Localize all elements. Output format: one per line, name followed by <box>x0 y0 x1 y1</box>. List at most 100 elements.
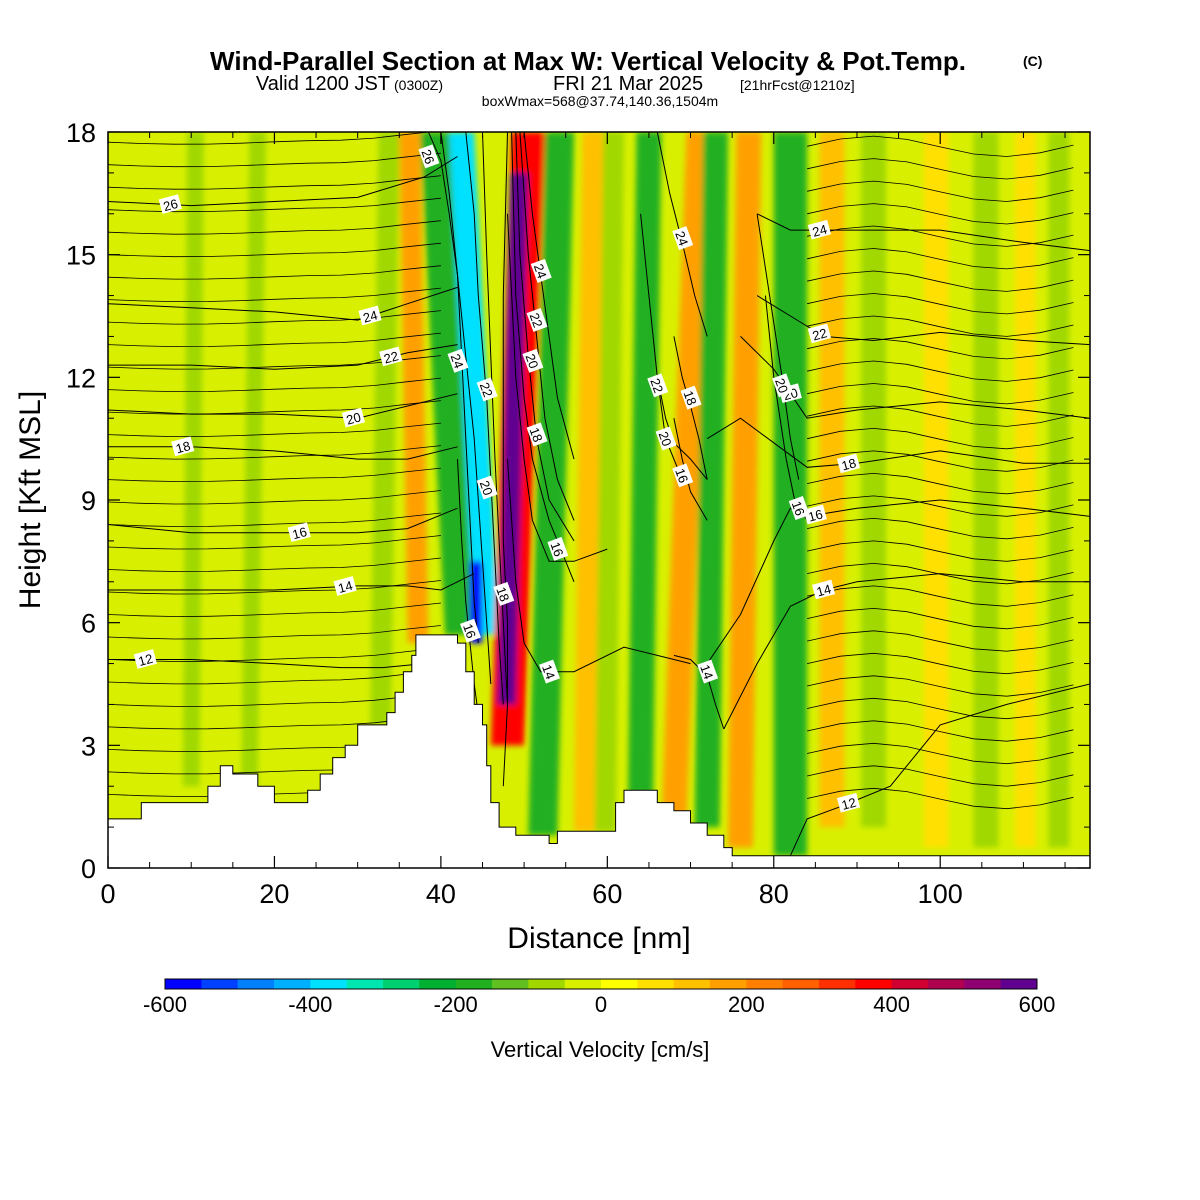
svg-text:22: 22 <box>527 311 546 330</box>
velocity-band-14 <box>628 132 662 795</box>
svg-text:18: 18 <box>681 389 700 408</box>
contour-22 <box>108 344 458 370</box>
svg-text:16: 16 <box>672 466 691 485</box>
isentrope-east <box>807 405 1074 427</box>
velocity-band-21 <box>923 132 949 848</box>
isentrope-east <box>807 787 1074 810</box>
isentrope-east <box>807 540 1074 562</box>
valid-date: FRI 21 Mar 2025 <box>553 73 703 95</box>
svg-text:22: 22 <box>811 325 829 343</box>
colorbar-swatch <box>455 979 493 989</box>
velocity-band-13 <box>594 132 624 832</box>
colorbar-tick-label: 0 <box>595 992 607 1017</box>
colorbar-swatch <box>492 979 529 989</box>
contour-label: 22 <box>807 323 832 343</box>
velocity-band-20 <box>861 132 887 828</box>
isentrope-west <box>108 625 441 640</box>
x-tick-label: 60 <box>592 879 622 909</box>
contour-label: 20 <box>772 373 794 398</box>
colorbar-swatch <box>819 979 856 989</box>
y-axis-label: Height [Kft MSL] <box>14 391 47 609</box>
colorbar-frame <box>164 978 1038 990</box>
isentrope-west <box>108 377 441 393</box>
colorbar-swatch <box>891 979 929 989</box>
isentrope-west <box>108 557 441 572</box>
x-tick-label: 0 <box>100 879 115 909</box>
colorbar-swatch <box>782 979 820 989</box>
colorbar-swatch <box>928 979 965 989</box>
svg-text:22: 22 <box>647 376 666 395</box>
isentrope-east <box>807 517 1074 540</box>
contour-20 <box>108 393 458 419</box>
title-block: Wind-Parallel Section at Max W: Vertical… <box>210 46 1042 109</box>
contour-24 <box>756 213 1090 252</box>
svg-text:20: 20 <box>477 479 496 498</box>
velocity-band-7 <box>449 132 500 635</box>
contour-label: 14 <box>811 579 836 600</box>
svg-text:16: 16 <box>291 524 309 542</box>
isentrope-west <box>108 310 441 325</box>
y-tick-label: 9 <box>81 486 96 516</box>
svg-text:14: 14 <box>815 581 833 599</box>
isentrope-east <box>807 630 1074 652</box>
isentrope-east <box>807 225 1074 247</box>
contour-label: 26 <box>418 144 440 169</box>
velocity-band-24 <box>1048 132 1070 848</box>
contour-22 <box>756 295 1090 346</box>
contour-18 <box>706 417 1090 468</box>
isentrope-east <box>807 427 1074 450</box>
y-tick-label: 12 <box>66 363 96 393</box>
colorbar-swatch <box>746 979 784 989</box>
svg-text:16: 16 <box>789 499 808 518</box>
steep-contour-22 <box>465 132 504 705</box>
svg-text:24: 24 <box>531 262 550 281</box>
x-tick-label: 100 <box>918 879 963 909</box>
isentrope-west <box>108 512 441 527</box>
contour-label: 20 <box>655 426 677 451</box>
steep-contour-22 <box>519 132 575 521</box>
contour-label: 24 <box>807 219 832 240</box>
isentrope-east <box>807 765 1074 787</box>
contour-label: 12 <box>836 792 861 813</box>
isentrope-west <box>108 220 441 235</box>
isentrope-east <box>807 720 1074 742</box>
svg-text:18: 18 <box>493 585 512 604</box>
isentrope-west <box>108 287 441 303</box>
contour-label: 20 <box>476 475 498 500</box>
svg-text:24: 24 <box>811 221 829 239</box>
isentrope-west <box>108 400 441 415</box>
isentrope-west <box>108 242 441 258</box>
contour-label: 14 <box>333 576 357 596</box>
isentrope-east <box>807 203 1074 225</box>
isentrope-west <box>108 152 441 168</box>
isentrope-west <box>108 715 441 730</box>
velocity-band-17 <box>727 132 762 848</box>
y-tick-label: 3 <box>81 731 96 761</box>
svg-text:24: 24 <box>361 307 379 325</box>
contour-label: 18 <box>493 581 515 606</box>
isentrope-west <box>108 692 441 707</box>
isentrope-east <box>807 675 1074 697</box>
isentrope-east <box>807 270 1074 292</box>
contour-label: 16 <box>460 618 481 643</box>
svg-text:20: 20 <box>345 409 363 427</box>
contour-label: 14 <box>697 659 719 684</box>
colorbar-tick-label: -600 <box>143 992 187 1017</box>
isentrope-east <box>807 585 1074 607</box>
svg-text:20: 20 <box>656 429 675 448</box>
contour-16 <box>108 507 458 534</box>
chart-title-suffix: (C) <box>1023 53 1042 69</box>
isentrope-west <box>108 580 441 595</box>
contour-labels: 12 14 16 18 20 22 24 26 16 18 20 22 24 14 12 26 24 22 20 18… <box>133 144 861 813</box>
colorbar-swatch <box>310 979 348 989</box>
svg-text:18: 18 <box>840 455 858 473</box>
isentrope-west <box>108 467 441 482</box>
steep-contour-16 <box>507 213 608 562</box>
svg-text:14: 14 <box>697 663 716 682</box>
svg-text:12: 12 <box>137 651 155 669</box>
contour-label: 18 <box>526 422 548 447</box>
isentrope-east <box>807 607 1074 630</box>
colorbar-swatch <box>564 979 602 989</box>
velocity-band-6 <box>420 132 475 635</box>
contour-label: 22 <box>526 307 548 332</box>
